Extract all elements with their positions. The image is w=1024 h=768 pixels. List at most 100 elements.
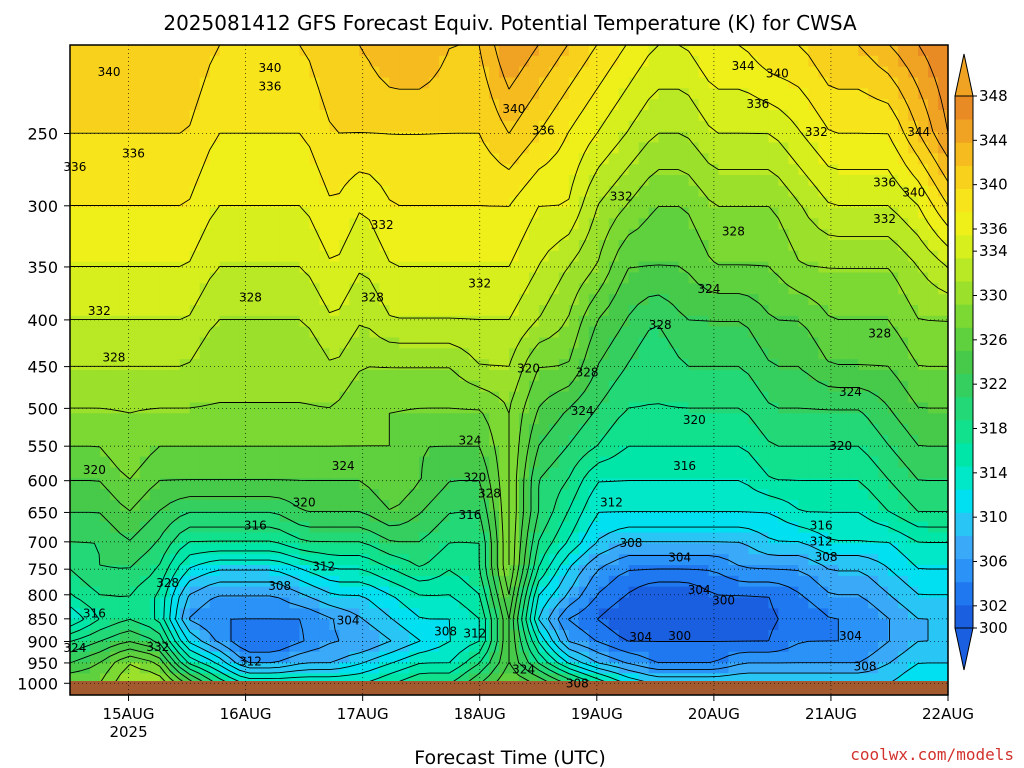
heatmap-cell xyxy=(698,662,710,674)
heatmap-cell xyxy=(548,424,560,436)
heatmap-cell xyxy=(329,445,340,458)
heatmap-cell xyxy=(528,305,540,317)
heatmap-cell xyxy=(429,586,440,599)
heatmap-cell xyxy=(139,315,151,328)
heatmap-cell xyxy=(848,575,859,588)
heatmap-cell xyxy=(469,424,480,436)
heatmap-cell xyxy=(768,532,779,544)
heatmap-cell xyxy=(129,565,141,577)
heatmap-cell xyxy=(399,99,410,111)
heatmap-cell xyxy=(558,131,570,144)
heatmap-cell xyxy=(748,554,760,566)
heatmap-cell xyxy=(339,467,350,479)
heatmap-cell xyxy=(658,175,670,187)
heatmap-cell xyxy=(359,662,370,674)
heatmap-cell xyxy=(419,521,430,534)
heatmap-cell xyxy=(768,391,779,404)
heatmap-cell xyxy=(79,478,91,490)
heatmap-cell xyxy=(379,207,390,219)
heatmap-cell xyxy=(449,240,460,252)
heatmap-cell xyxy=(239,229,251,241)
heatmap-cell xyxy=(848,532,859,544)
heatmap-cell xyxy=(459,88,470,100)
heatmap-cell xyxy=(89,424,101,436)
heatmap-cell xyxy=(89,164,101,176)
heatmap-cell xyxy=(459,608,470,620)
heatmap-cell xyxy=(848,337,859,349)
heatmap-cell xyxy=(249,337,261,349)
heatmap-cell xyxy=(119,250,131,263)
heatmap-cell xyxy=(638,575,650,588)
heatmap-cell xyxy=(289,597,301,609)
heatmap-cell xyxy=(499,662,510,674)
heatmap-cell xyxy=(219,55,231,68)
heatmap-cell xyxy=(259,164,271,176)
heatmap-cell xyxy=(189,99,201,111)
heatmap-cell xyxy=(349,478,360,490)
heatmap-cell xyxy=(528,250,540,263)
heatmap-cell xyxy=(838,120,849,133)
heatmap-cell xyxy=(648,467,660,479)
heatmap-cell xyxy=(618,391,630,404)
heatmap-cell xyxy=(548,110,560,122)
heatmap-cell xyxy=(528,348,540,360)
heatmap-cell xyxy=(499,88,510,100)
heatmap-cell xyxy=(828,175,839,187)
heatmap-cell xyxy=(568,424,580,436)
heatmap-cell xyxy=(179,45,191,57)
heatmap-cell xyxy=(628,500,640,512)
heatmap-cell xyxy=(788,120,799,133)
heatmap-cell xyxy=(688,55,700,68)
heatmap-cell xyxy=(748,424,760,436)
heatmap-cell xyxy=(89,153,101,165)
heatmap-cell xyxy=(538,370,550,382)
heatmap-cell xyxy=(199,359,211,371)
heatmap-cell xyxy=(169,142,181,154)
heatmap-cell xyxy=(119,380,131,393)
heatmap-cell xyxy=(469,543,480,555)
heatmap-cell xyxy=(718,348,730,360)
heatmap-cell xyxy=(708,120,720,133)
heatmap-cell xyxy=(70,218,81,230)
heatmap-cell xyxy=(339,229,350,241)
heatmap-cell xyxy=(528,66,540,79)
heatmap-cell xyxy=(489,554,500,566)
heatmap-cell xyxy=(538,55,550,68)
heatmap-cell xyxy=(558,164,570,176)
heatmap-cell xyxy=(319,337,331,349)
heatmap-cell xyxy=(399,543,410,555)
heatmap-cell xyxy=(768,673,779,685)
heatmap-cell xyxy=(269,153,281,165)
heatmap-cell xyxy=(848,673,859,685)
heatmap-cell xyxy=(159,510,171,523)
heatmap-cell xyxy=(618,218,630,230)
heatmap-cell xyxy=(239,131,251,144)
heatmap-cell xyxy=(788,478,799,490)
heatmap-cell xyxy=(538,402,550,414)
heatmap-cell xyxy=(239,88,251,100)
heatmap-cell xyxy=(89,348,101,360)
heatmap-cell xyxy=(888,164,899,176)
heatmap-cell xyxy=(888,640,899,653)
heatmap-cell xyxy=(70,142,81,154)
heatmap-cell xyxy=(628,445,640,458)
heatmap-cell xyxy=(269,261,281,274)
heatmap-cell xyxy=(618,261,630,274)
heatmap-cell xyxy=(89,640,101,653)
heatmap-cell xyxy=(538,77,550,89)
heatmap-cell xyxy=(808,164,819,176)
heatmap-cell xyxy=(818,402,829,414)
heatmap-cell xyxy=(848,218,859,230)
heatmap-cell xyxy=(269,110,281,122)
heatmap-cell xyxy=(369,294,380,306)
heatmap-cell xyxy=(788,554,799,566)
heatmap-cell xyxy=(738,326,750,339)
heatmap-cell xyxy=(79,45,91,57)
heatmap-cell xyxy=(848,305,859,317)
heatmap-cell xyxy=(169,565,181,577)
heatmap-cell xyxy=(239,337,251,349)
heatmap-cell xyxy=(608,380,620,393)
heatmap-cell xyxy=(538,326,550,339)
heatmap-cell xyxy=(628,218,640,230)
